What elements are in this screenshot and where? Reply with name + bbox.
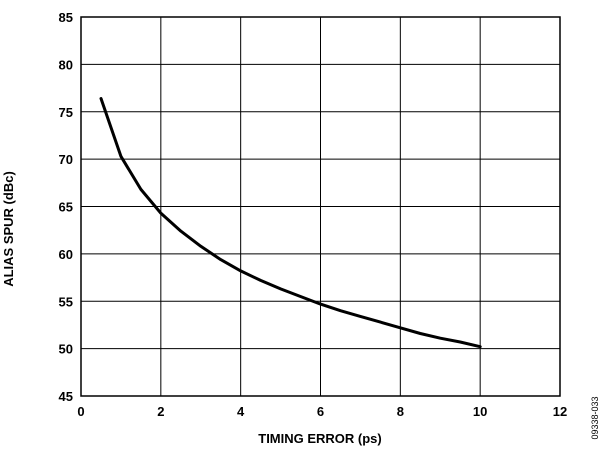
y-tick-label: 80 (59, 57, 73, 72)
y-tick-label: 45 (59, 389, 73, 404)
x-tick-label: 2 (157, 404, 164, 419)
x-tick-label: 12 (553, 404, 567, 419)
x-tick-label: 4 (237, 404, 245, 419)
series-group (99, 97, 482, 349)
x-tick-label: 0 (77, 404, 84, 419)
x-tick-labels: 0 2 4 6 8 10 12 (77, 404, 567, 419)
figure-code: 09338-033 (590, 396, 600, 439)
x-tick-label: 8 (397, 404, 404, 419)
y-tick-label: 85 (59, 10, 73, 25)
y-tick-labels: 45 50 55 60 65 70 75 80 85 (59, 10, 73, 404)
y-tick-label: 70 (59, 152, 73, 167)
x-axis-label: TIMING ERROR (ps) (258, 431, 382, 446)
y-tick-label: 55 (59, 294, 73, 309)
x-tick-label: 6 (317, 404, 324, 419)
y-tick-label: 50 (59, 342, 73, 357)
y-axis-label: ALIAS SPUR (dBc) (1, 171, 16, 287)
plot-frame (80, 16, 561, 397)
grid (80, 16, 561, 397)
y-tick-label: 60 (59, 247, 73, 262)
y-tick-label: 75 (59, 105, 73, 120)
series-line (99, 97, 482, 349)
y-tick-label: 65 (59, 200, 73, 215)
x-tick-label: 10 (473, 404, 487, 419)
